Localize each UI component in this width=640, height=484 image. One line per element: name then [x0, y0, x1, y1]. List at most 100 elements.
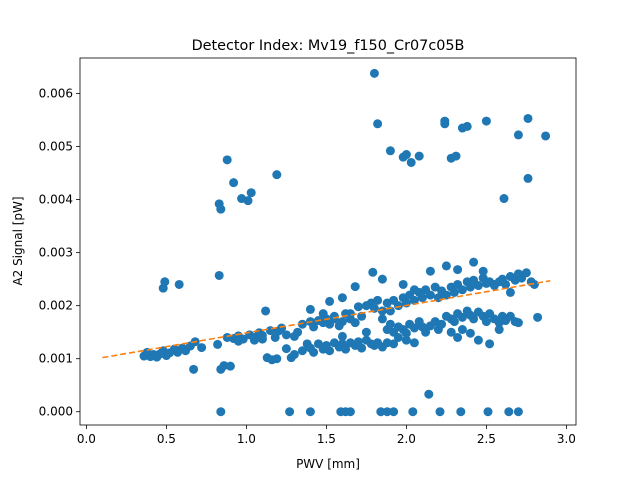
data-point: [309, 322, 319, 332]
data-point: [337, 293, 347, 303]
data-point: [377, 274, 387, 284]
data-point: [197, 343, 207, 353]
y-tick-label: 0.004: [39, 193, 73, 207]
data-point: [373, 295, 383, 305]
data-point: [440, 116, 450, 126]
data-point: [243, 196, 253, 206]
data-point: [272, 170, 282, 180]
data-point: [451, 151, 461, 161]
x-tick-label: 1.0: [237, 432, 256, 446]
data-point: [533, 312, 543, 322]
data-point: [441, 290, 451, 300]
data-point: [401, 150, 411, 160]
data-point: [189, 364, 199, 374]
data-point: [446, 327, 456, 337]
data-point: [216, 204, 226, 214]
data-point: [453, 265, 463, 275]
data-point: [389, 407, 399, 417]
x-axis-ticks: 0.0 0.5 1.0 1.5 2.0 2.5 3.0: [77, 425, 576, 446]
data-point: [473, 281, 483, 291]
data-point: [325, 346, 335, 356]
chart-title: Detector Index: Mv19_f150_Cr07c05B: [192, 38, 465, 54]
data-point: [398, 279, 408, 289]
data-point: [305, 304, 315, 314]
y-tick-label: 0.003: [39, 246, 73, 260]
fit-line-group: [102, 279, 551, 359]
data-point: [478, 266, 488, 276]
data-point: [213, 339, 223, 349]
data-point: [541, 131, 551, 141]
data-point: [337, 317, 347, 327]
data-point: [373, 119, 383, 129]
x-tick-label: 0.0: [77, 432, 96, 446]
data-point: [421, 327, 431, 337]
data-point: [229, 178, 239, 188]
data-point: [409, 338, 419, 348]
x-tick-label: 1.5: [317, 432, 336, 446]
data-point: [361, 327, 371, 337]
data-point: [233, 336, 243, 346]
data-point: [214, 270, 224, 280]
data-point: [456, 407, 466, 417]
data-point: [513, 407, 523, 417]
x-tick-label: 3.0: [557, 432, 576, 446]
y-axis-ticks: 0.000 0.001 0.002 0.003 0.004 0.005 0.006: [39, 87, 80, 419]
data-point: [489, 281, 499, 291]
data-point: [504, 407, 514, 417]
data-point: [501, 279, 511, 289]
data-point: [406, 157, 416, 167]
x-tick-label: 2.0: [397, 432, 416, 446]
data-point: [225, 361, 235, 371]
data-point: [437, 319, 447, 329]
data-point: [325, 296, 335, 306]
data-point: [417, 293, 427, 303]
data-point: [485, 339, 495, 349]
y-tick-label: 0.002: [39, 299, 73, 313]
data-point: [494, 325, 504, 335]
data-point: [357, 311, 367, 321]
data-point: [272, 354, 282, 364]
data-point: [523, 173, 533, 183]
data-point: [281, 344, 291, 354]
data-point: [409, 285, 419, 295]
data-point: [377, 314, 387, 324]
data-point: [513, 130, 523, 140]
data-point: [377, 306, 387, 316]
data-point: [257, 334, 267, 344]
data-point: [469, 257, 479, 267]
data-point: [457, 325, 467, 335]
data-point: [368, 267, 378, 277]
data-point: [521, 268, 531, 278]
data-point: [160, 277, 170, 287]
data-point: [174, 279, 184, 289]
x-axis-label: PWV [mm]: [296, 457, 360, 471]
y-tick-label: 0.001: [39, 352, 73, 366]
data-point: [441, 261, 451, 271]
data-point: [513, 318, 523, 328]
data-point: [385, 319, 395, 329]
y-tick-label: 0.000: [39, 405, 73, 419]
data-point: [425, 266, 435, 276]
y-axis-label: A2 Signal [pW]: [11, 196, 25, 285]
data-point: [457, 312, 467, 322]
x-tick-label: 0.5: [157, 432, 176, 446]
data-point: [425, 290, 435, 300]
data-point: [389, 339, 399, 349]
data-point: [345, 407, 355, 417]
y-tick-label: 0.005: [39, 140, 73, 154]
data-point: [469, 314, 479, 324]
data-point: [289, 331, 299, 341]
y-tick-label: 0.006: [39, 87, 73, 101]
data-point: [353, 302, 363, 312]
data-point: [369, 68, 379, 78]
data-point: [285, 407, 295, 417]
data-point: [481, 116, 491, 126]
data-point: [473, 335, 483, 345]
data-point: [465, 282, 475, 292]
data-point: [261, 306, 271, 316]
data-point: [297, 346, 307, 356]
data-point: [350, 318, 360, 328]
data-point: [297, 319, 307, 329]
data-point: [249, 335, 259, 345]
data-point: [309, 347, 319, 357]
